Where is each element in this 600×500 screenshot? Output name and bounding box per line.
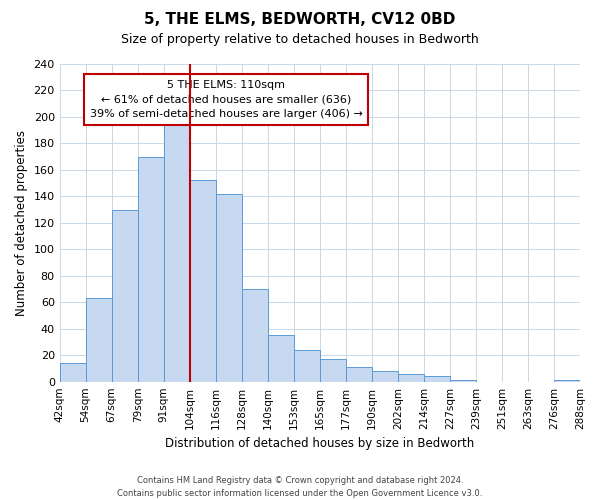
Bar: [242, 289, 268, 382]
Bar: [59, 363, 86, 382]
Text: Contains HM Land Registry data © Crown copyright and database right 2024.
Contai: Contains HM Land Registry data © Crown c…: [118, 476, 482, 498]
Bar: [190, 180, 216, 382]
Text: 5, THE ELMS, BEDWORTH, CV12 0BD: 5, THE ELMS, BEDWORTH, CV12 0BD: [145, 12, 455, 28]
Text: Size of property relative to detached houses in Bedworth: Size of property relative to detached ho…: [121, 32, 479, 46]
Bar: [294, 350, 320, 382]
Bar: [112, 210, 138, 382]
Bar: [268, 336, 294, 382]
Bar: [216, 194, 242, 382]
Bar: [320, 359, 346, 382]
Bar: [86, 298, 112, 382]
X-axis label: Distribution of detached houses by size in Bedworth: Distribution of detached houses by size …: [165, 437, 475, 450]
Y-axis label: Number of detached properties: Number of detached properties: [15, 130, 28, 316]
Bar: [424, 376, 450, 382]
Bar: [138, 156, 164, 382]
Bar: [372, 371, 398, 382]
Bar: [164, 120, 190, 382]
Bar: [450, 380, 476, 382]
Bar: [554, 380, 580, 382]
Text: 5 THE ELMS: 110sqm
← 61% of detached houses are smaller (636)
39% of semi-detach: 5 THE ELMS: 110sqm ← 61% of detached hou…: [90, 80, 362, 120]
Bar: [398, 374, 424, 382]
Bar: [346, 367, 372, 382]
